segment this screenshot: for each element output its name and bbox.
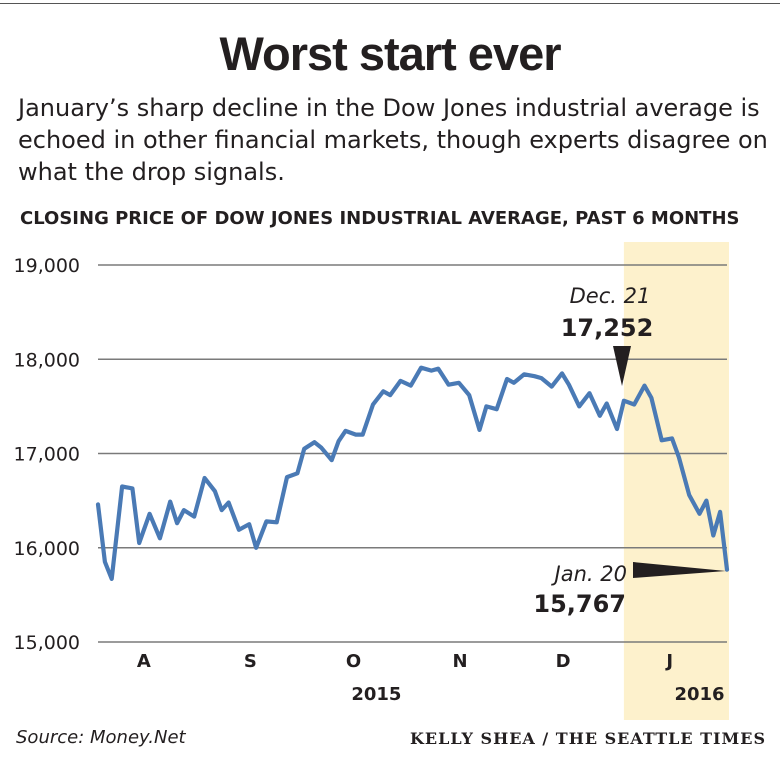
source-note: Source: Money.Net [16, 727, 186, 748]
y-tick-label: 17,000 [14, 444, 80, 466]
x-tick-label: S [244, 651, 257, 672]
annotation-dec21-value: 17,252 [561, 314, 654, 342]
year-label: 2015 [351, 684, 401, 705]
annotation-jan20-date: Jan. 20 [551, 562, 627, 586]
annotation-jan20-value: 15,767 [533, 590, 626, 618]
page-subtitle: January’s sharp decline in the Dow Jones… [18, 94, 768, 186]
x-tick-label: N [452, 651, 467, 672]
page-title: Worst start ever [219, 27, 562, 80]
y-tick-label: 15,000 [14, 632, 80, 654]
x-tick-label: D [556, 651, 571, 672]
y-tick-label: 16,000 [14, 538, 80, 560]
annotation-dec21-date: Dec. 21 [570, 284, 651, 308]
chart-title: CLOSING PRICE OF DOW JONES INDUSTRIAL AV… [20, 208, 740, 229]
annotation-jan20-pointer [633, 562, 726, 578]
y-tick-label: 18,000 [14, 349, 80, 371]
x-tick-label: O [346, 651, 361, 672]
top-rule [0, 3, 780, 4]
year-label: 2016 [674, 684, 724, 705]
x-tick-label: A [137, 651, 151, 672]
x-tick-label: J [664, 651, 673, 672]
highlight-band [623, 242, 729, 720]
credit-line: KELLY SHEA / THE SEATTLE TIMES [409, 729, 766, 748]
y-tick-label: 19,000 [14, 255, 80, 277]
series-line-0 [95, 365, 730, 582]
annotation-dec21-pointer [613, 346, 631, 386]
